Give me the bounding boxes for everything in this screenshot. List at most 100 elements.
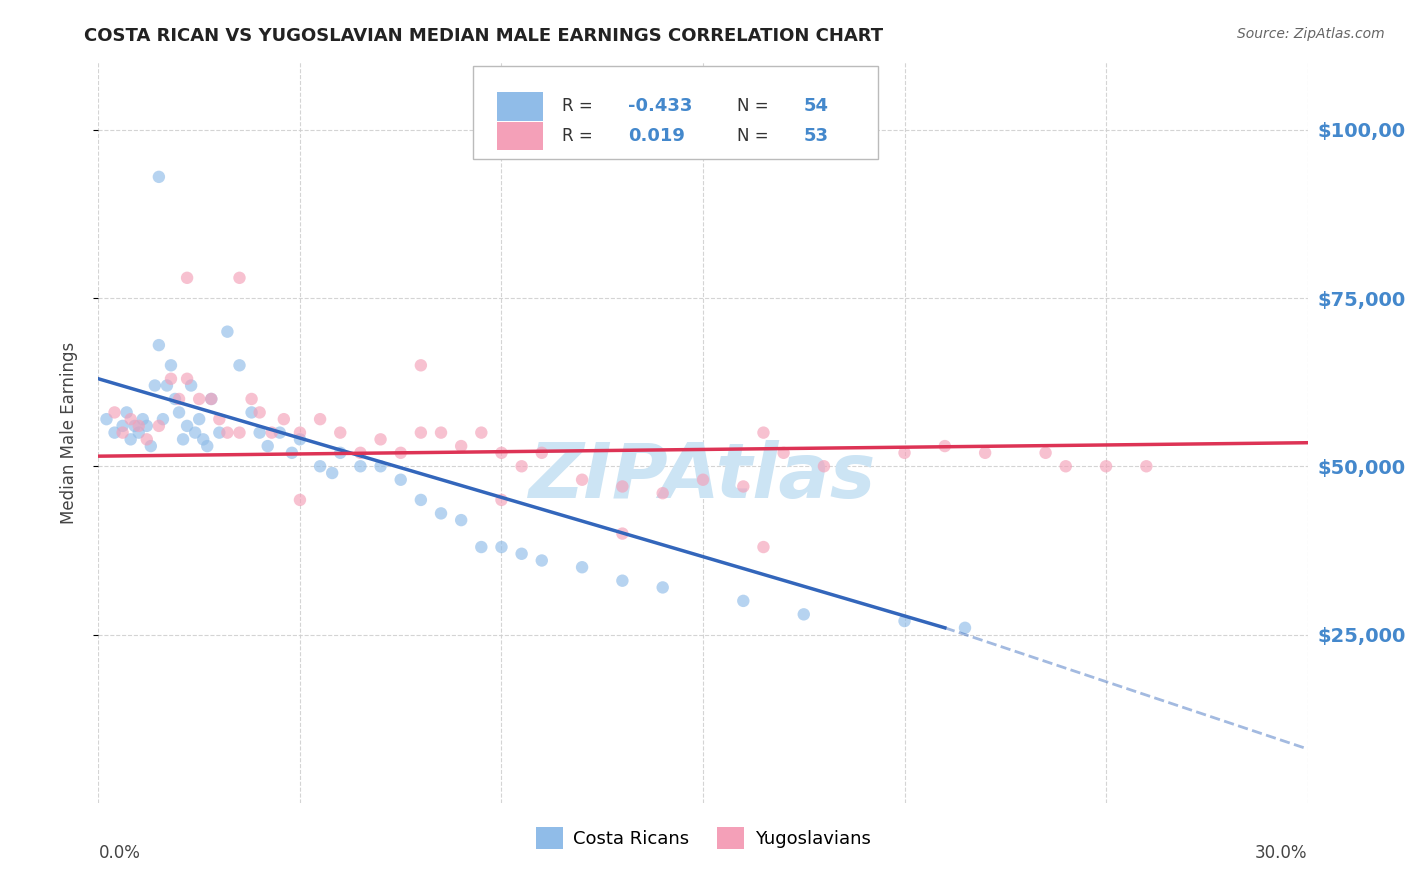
Point bbox=[103, 425, 125, 440]
Text: N =: N = bbox=[737, 128, 773, 145]
Point bbox=[288, 492, 311, 507]
Point bbox=[491, 540, 513, 554]
Point bbox=[240, 405, 263, 419]
Point bbox=[228, 425, 250, 440]
Point bbox=[103, 405, 125, 419]
Point bbox=[752, 540, 775, 554]
Point bbox=[288, 425, 311, 440]
Point bbox=[370, 459, 392, 474]
Text: Source: ZipAtlas.com: Source: ZipAtlas.com bbox=[1237, 27, 1385, 41]
Point bbox=[200, 392, 222, 406]
Point bbox=[510, 547, 533, 561]
Point bbox=[934, 439, 956, 453]
Point bbox=[409, 425, 432, 440]
FancyBboxPatch shape bbox=[498, 122, 543, 151]
Point bbox=[160, 359, 183, 373]
Point bbox=[208, 412, 231, 426]
Point bbox=[450, 439, 472, 453]
Point bbox=[510, 459, 533, 474]
Point bbox=[148, 418, 170, 433]
Point bbox=[309, 412, 332, 426]
Point bbox=[111, 425, 134, 440]
Point bbox=[470, 425, 492, 440]
Point bbox=[176, 418, 198, 433]
Point bbox=[124, 418, 146, 433]
Point bbox=[135, 433, 157, 447]
Point bbox=[409, 492, 432, 507]
Point bbox=[249, 425, 271, 440]
Point bbox=[321, 466, 343, 480]
Point bbox=[143, 378, 166, 392]
Point bbox=[269, 425, 291, 440]
Point bbox=[288, 433, 311, 447]
Point bbox=[409, 359, 432, 373]
Point bbox=[172, 433, 194, 447]
Y-axis label: Median Male Earnings: Median Male Earnings bbox=[59, 342, 77, 524]
Point bbox=[256, 439, 278, 453]
Text: -0.433: -0.433 bbox=[628, 97, 692, 115]
Point bbox=[188, 412, 211, 426]
Text: N =: N = bbox=[737, 97, 773, 115]
Point bbox=[793, 607, 815, 622]
Point bbox=[430, 507, 453, 521]
Point bbox=[139, 439, 162, 453]
Point bbox=[1054, 459, 1077, 474]
Point bbox=[208, 425, 231, 440]
Point bbox=[612, 526, 634, 541]
Point bbox=[1135, 459, 1157, 474]
Point bbox=[120, 412, 142, 426]
Point bbox=[651, 486, 673, 500]
Point bbox=[813, 459, 835, 474]
Point bbox=[349, 446, 371, 460]
Point bbox=[152, 412, 174, 426]
Point bbox=[281, 446, 304, 460]
Text: R =: R = bbox=[561, 128, 598, 145]
Point bbox=[184, 425, 207, 440]
Point bbox=[389, 446, 412, 460]
Legend: Costa Ricans, Yugoslavians: Costa Ricans, Yugoslavians bbox=[529, 821, 877, 856]
Point bbox=[349, 459, 371, 474]
FancyBboxPatch shape bbox=[474, 66, 879, 159]
Point bbox=[167, 405, 190, 419]
Point bbox=[128, 418, 150, 433]
FancyBboxPatch shape bbox=[498, 93, 543, 120]
Point bbox=[188, 392, 211, 406]
Text: 53: 53 bbox=[803, 128, 828, 145]
Point bbox=[176, 270, 198, 285]
Point bbox=[612, 574, 634, 588]
Point bbox=[273, 412, 295, 426]
Point bbox=[228, 359, 250, 373]
Point bbox=[571, 560, 593, 574]
Text: COSTA RICAN VS YUGOSLAVIAN MEDIAN MALE EARNINGS CORRELATION CHART: COSTA RICAN VS YUGOSLAVIAN MEDIAN MALE E… bbox=[84, 27, 883, 45]
Point bbox=[953, 621, 976, 635]
Text: 0.019: 0.019 bbox=[628, 128, 685, 145]
Point bbox=[651, 581, 673, 595]
Point bbox=[217, 325, 239, 339]
Point bbox=[217, 425, 239, 440]
Point bbox=[893, 446, 915, 460]
Point bbox=[974, 446, 997, 460]
Point bbox=[370, 433, 392, 447]
Point bbox=[772, 446, 794, 460]
Point bbox=[120, 433, 142, 447]
Point bbox=[470, 540, 492, 554]
Point bbox=[329, 425, 352, 440]
Text: 54: 54 bbox=[803, 97, 828, 115]
Text: 30.0%: 30.0% bbox=[1256, 844, 1308, 862]
Point bbox=[156, 378, 179, 392]
Point bbox=[200, 392, 222, 406]
Point bbox=[450, 513, 472, 527]
Point bbox=[389, 473, 412, 487]
Point bbox=[491, 446, 513, 460]
Point bbox=[195, 439, 218, 453]
Point bbox=[752, 425, 775, 440]
Point bbox=[148, 169, 170, 184]
Point bbox=[1095, 459, 1118, 474]
Point bbox=[260, 425, 283, 440]
Point bbox=[135, 418, 157, 433]
Point bbox=[571, 473, 593, 487]
Point bbox=[148, 338, 170, 352]
Point bbox=[692, 473, 714, 487]
Point bbox=[893, 614, 915, 628]
Text: 0.0%: 0.0% bbox=[98, 844, 141, 862]
